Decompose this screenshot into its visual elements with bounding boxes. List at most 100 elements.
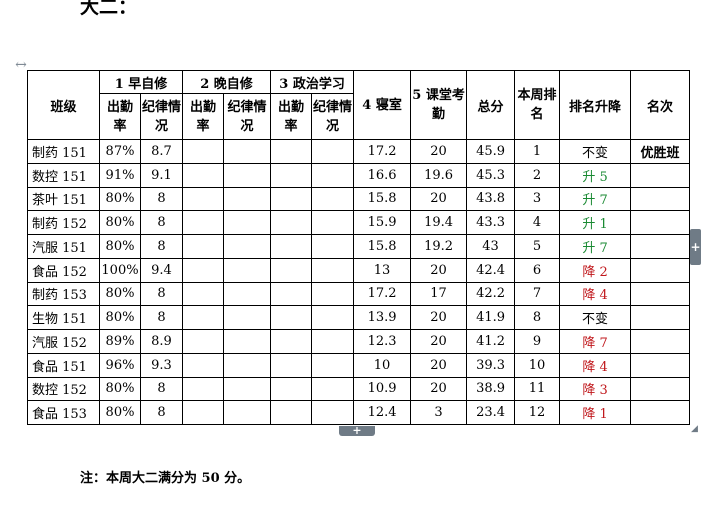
rank-cell: 2	[514, 162, 561, 188]
politics-discipline-cell	[311, 139, 355, 164]
evening-attendance-cell	[182, 352, 225, 378]
rank-change-cell: 降 7	[559, 329, 632, 354]
add-row-icon[interactable]: +	[339, 425, 375, 436]
politics-attendance-cell	[270, 234, 313, 259]
evening-discipline-cell	[223, 257, 272, 283]
evening-attendance-cell	[182, 376, 225, 402]
evening-discipline-cell	[223, 186, 272, 212]
header-discipline: 纪律情况	[223, 93, 272, 140]
evening-attendance-cell	[182, 162, 225, 188]
classroom-score-cell: 19.2	[410, 234, 468, 259]
morning-discipline-cell: 8	[139, 186, 184, 212]
header-politics-study: 3 政治学习	[270, 70, 355, 94]
header-attendance-rate: 出勤率	[270, 93, 313, 140]
table-resize-handle-icon[interactable]: ◢	[691, 424, 698, 434]
evening-attendance-cell	[182, 305, 225, 330]
politics-discipline-cell	[311, 400, 355, 425]
rank-cell: 12	[514, 400, 561, 425]
table-row: 茶叶 151 80% 8 15.8 20 43.8 3 升 7	[27, 186, 691, 212]
dorm-score-cell: 15.8	[353, 186, 412, 212]
morning-discipline-cell: 8	[139, 234, 184, 259]
morning-discipline-cell: 8	[139, 376, 184, 402]
dorm-score-cell: 12.4	[353, 400, 412, 425]
politics-discipline-cell	[311, 329, 355, 354]
politics-attendance-cell	[270, 352, 313, 378]
morning-attendance-cell: 91%	[99, 162, 141, 188]
table-row: 食品 151 96% 9.3 10 20 39.3 10 降 4	[27, 352, 691, 378]
evening-attendance-cell	[182, 186, 225, 212]
politics-discipline-cell	[311, 305, 355, 330]
table-row: 制药 152 80% 8 15.9 19.4 43.3 4 升 1	[27, 210, 691, 235]
class-cell: 数控 152	[27, 376, 100, 402]
evening-attendance-cell	[182, 257, 225, 283]
rank-cell: 5	[514, 234, 561, 259]
evening-discipline-cell	[223, 400, 272, 425]
evening-discipline-cell	[223, 281, 272, 307]
add-column-icon[interactable]: +	[690, 229, 701, 265]
morning-discipline-cell: 8.7	[139, 139, 184, 164]
header-discipline: 纪律情况	[139, 93, 184, 140]
dorm-score-cell: 13.9	[353, 305, 412, 330]
classroom-score-cell: 20	[410, 305, 468, 330]
total-score-cell: 45.9	[466, 139, 516, 164]
morning-attendance-cell: 100%	[99, 257, 141, 283]
class-cell: 数控 151	[27, 162, 100, 188]
table-move-handle-icon[interactable]: ↔	[15, 57, 27, 73]
table-row: 制药 153 80% 8 17.2 17 42.2 7 降 4	[27, 281, 691, 307]
morning-attendance-cell: 87%	[99, 139, 141, 164]
dorm-score-cell: 17.2	[353, 139, 412, 164]
rank-cell: 1	[514, 139, 561, 164]
evening-attendance-cell	[182, 281, 225, 307]
place-cell	[630, 376, 691, 402]
section-heading: 大二：	[80, 0, 138, 18]
evening-discipline-cell	[223, 234, 272, 259]
header-evening-study: 2 晚自修	[182, 70, 272, 94]
evening-attendance-cell	[182, 139, 225, 164]
dorm-score-cell: 16.6	[353, 162, 412, 188]
evening-discipline-cell	[223, 352, 272, 378]
politics-attendance-cell	[270, 400, 313, 425]
score-table: 班级 1 早自修 2 晚自修 3 政治学习 4 寝室 5 课堂考勤 总分 本周排…	[27, 70, 691, 425]
classroom-score-cell: 20	[410, 186, 468, 212]
rank-change-cell: 降 4	[559, 281, 632, 307]
rank-change-cell: 升 1	[559, 210, 632, 235]
politics-attendance-cell	[270, 210, 313, 235]
evening-discipline-cell	[223, 305, 272, 330]
place-cell	[630, 162, 691, 188]
morning-discipline-cell: 9.1	[139, 162, 184, 188]
evening-attendance-cell	[182, 234, 225, 259]
total-score-cell: 42.2	[466, 281, 516, 307]
header-discipline: 纪律情况	[311, 93, 355, 140]
morning-attendance-cell: 80%	[99, 281, 141, 307]
place-cell	[630, 234, 691, 259]
header-total: 总分	[466, 70, 516, 140]
rank-change-cell: 升 7	[559, 234, 632, 259]
table-row: 制药 151 87% 8.7 17.2 20 45.9 1 不变 优胜班	[27, 139, 691, 164]
classroom-score-cell: 17	[410, 281, 468, 307]
place-cell	[630, 281, 691, 307]
morning-attendance-cell: 80%	[99, 400, 141, 425]
place-cell	[630, 305, 691, 330]
rank-cell: 9	[514, 329, 561, 354]
class-cell: 食品 153	[27, 400, 100, 425]
rank-change-cell: 不变	[559, 139, 632, 164]
header-row-sub: 出勤率 纪律情况 出勤率 纪律情况 出勤率 纪律情况	[28, 93, 690, 140]
class-cell: 食品 152	[27, 257, 100, 283]
header-class: 班级	[27, 70, 100, 140]
header-row-top: 班级 1 早自修 2 晚自修 3 政治学习 4 寝室 5 课堂考勤 总分 本周排…	[27, 70, 691, 140]
class-cell: 茶叶 151	[27, 186, 100, 212]
politics-attendance-cell	[270, 186, 313, 212]
politics-discipline-cell	[311, 281, 355, 307]
morning-discipline-cell: 9.4	[139, 257, 184, 283]
class-cell: 制药 152	[27, 210, 100, 235]
politics-attendance-cell	[270, 281, 313, 307]
dorm-score-cell: 15.9	[353, 210, 412, 235]
rank-change-cell: 不变	[559, 305, 632, 330]
total-score-cell: 41.9	[466, 305, 516, 330]
table-row: 食品 153 80% 8 12.4 3 23.4 12 降 1	[27, 400, 691, 425]
politics-discipline-cell	[311, 376, 355, 402]
place-cell	[630, 352, 691, 378]
politics-attendance-cell	[270, 329, 313, 354]
morning-attendance-cell: 89%	[99, 329, 141, 354]
dorm-score-cell: 10	[353, 352, 412, 378]
